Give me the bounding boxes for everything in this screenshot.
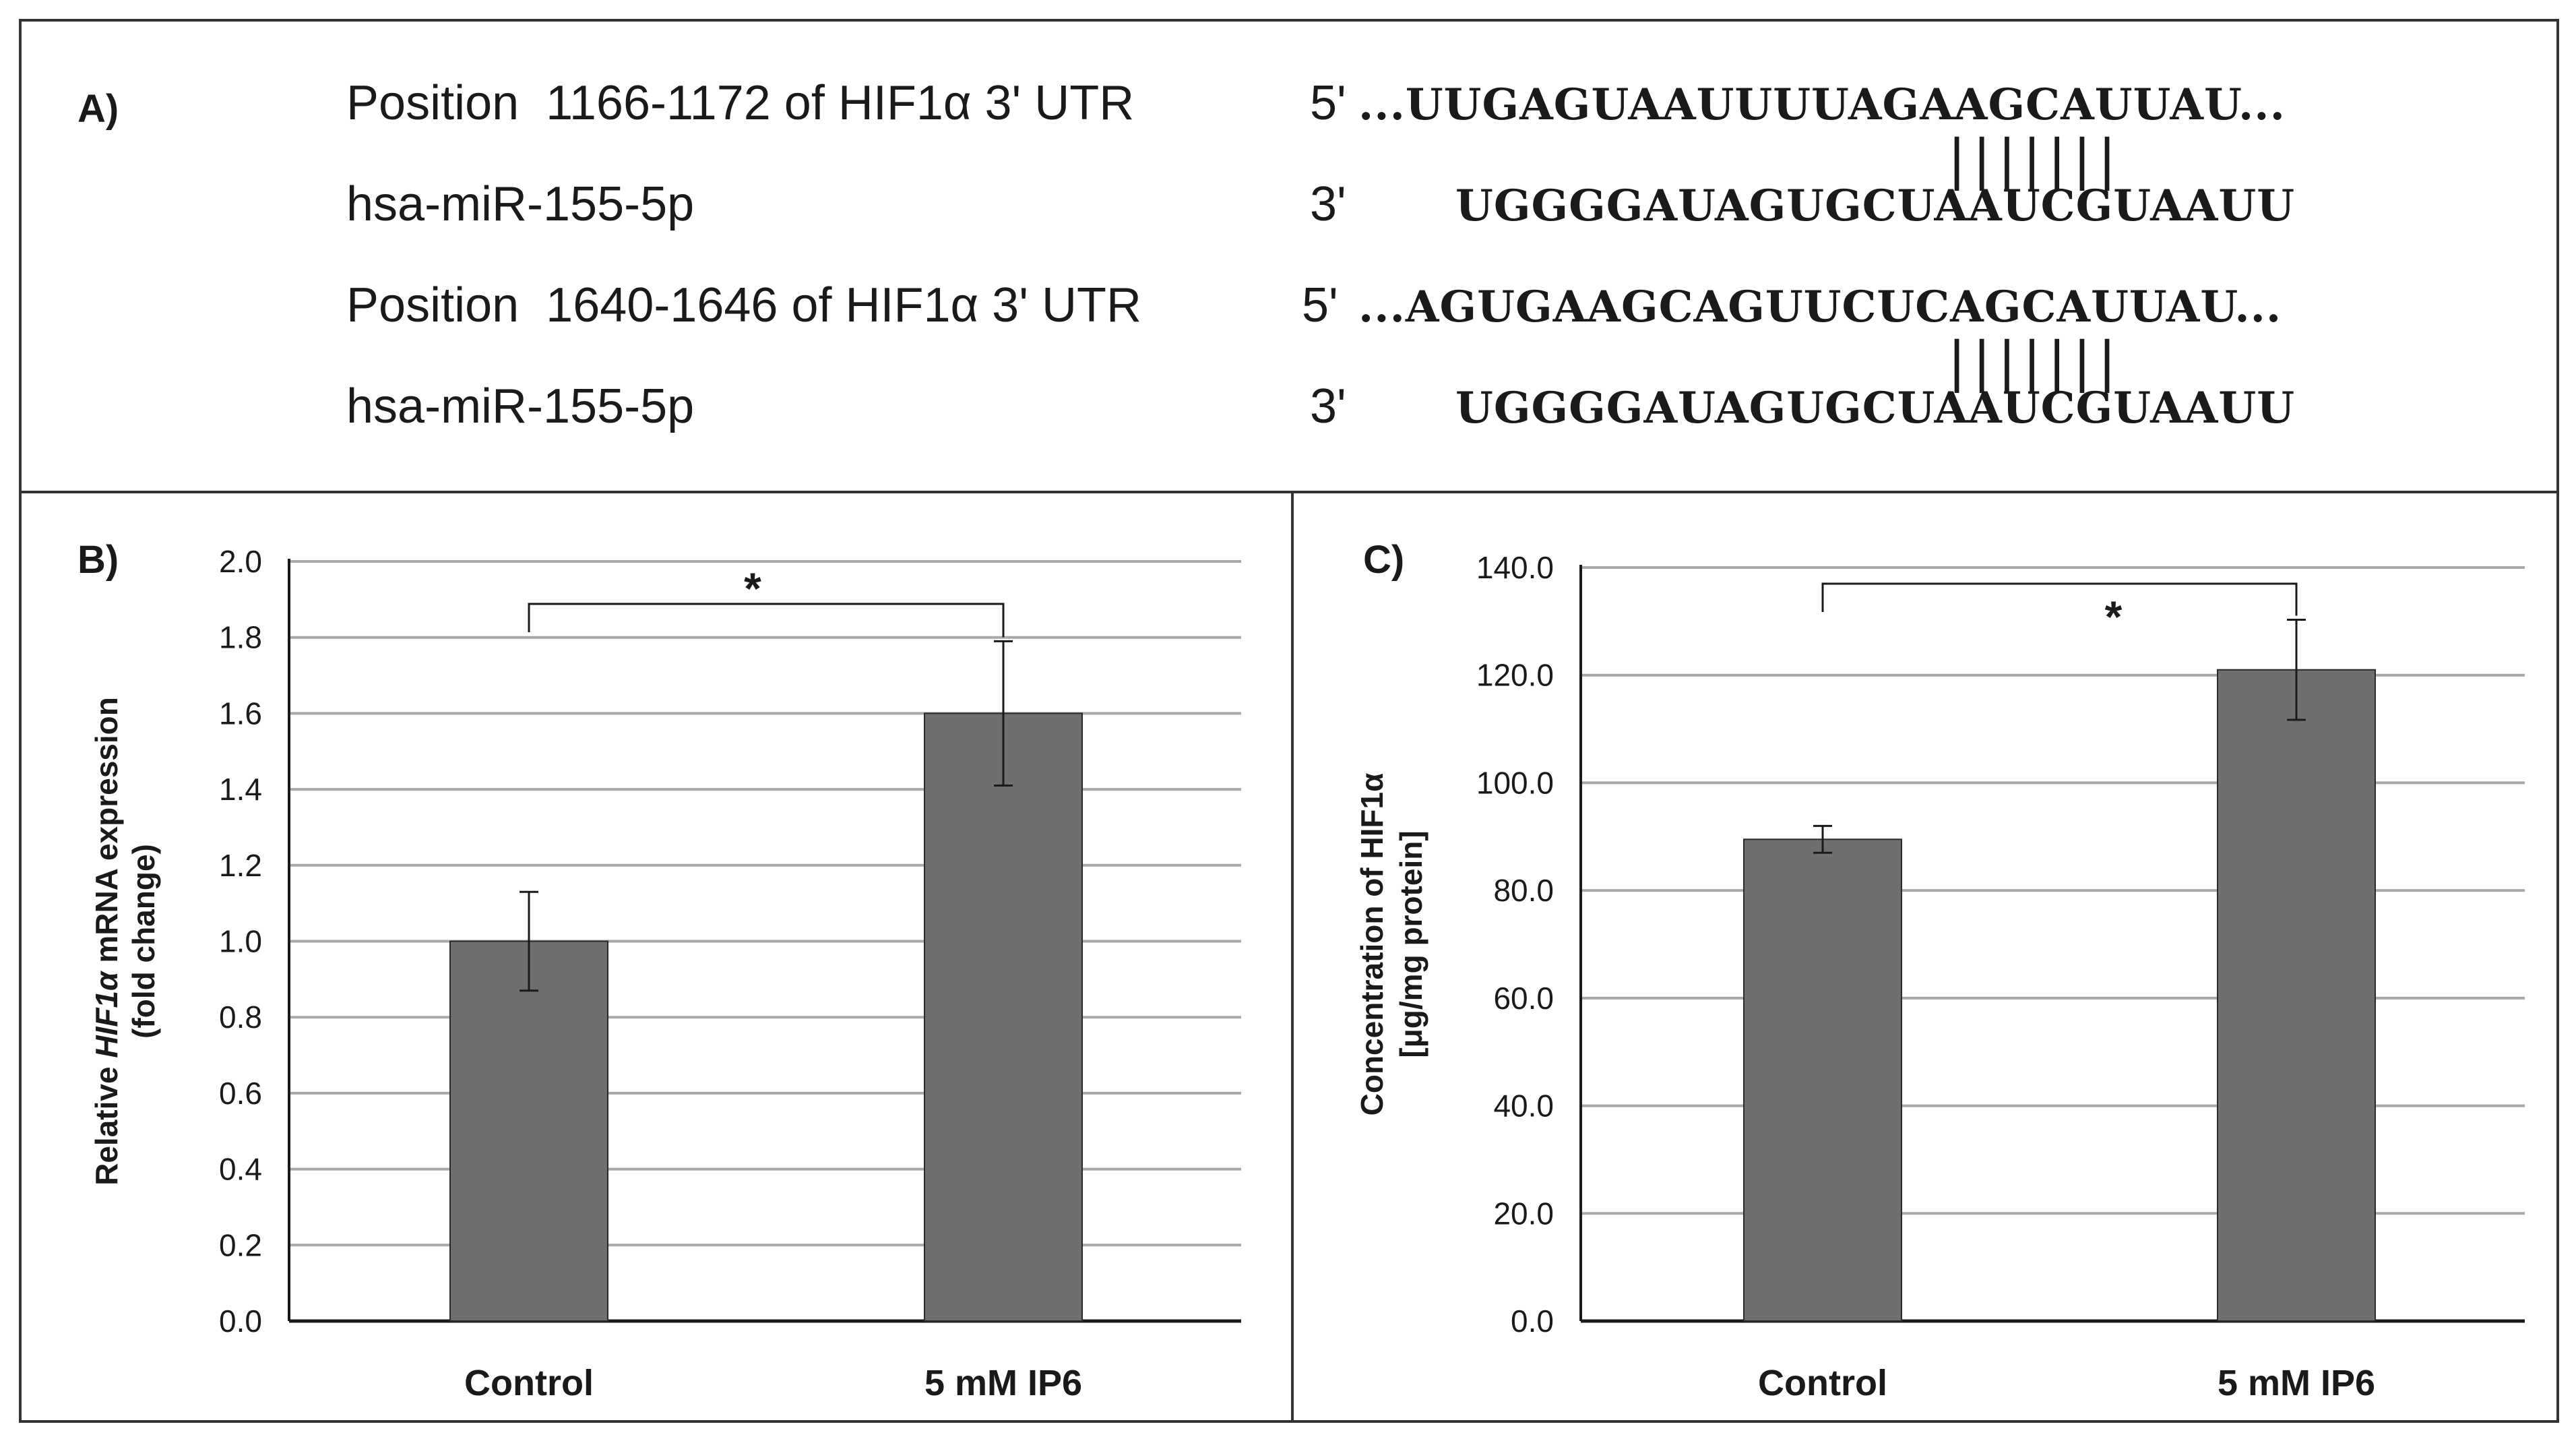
chart-c-panel-letter: C) bbox=[1363, 538, 1404, 582]
chart-b: B) 0.0 0.2 0.4 0.6 0.8 1.0 1.2 1.4 1.6 1.8 2.0 Contr… bbox=[77, 538, 1241, 1403]
chart-b-y-tick-label: 1.2 bbox=[219, 848, 262, 883]
chart-b-y-tick-label: 0.0 bbox=[219, 1304, 262, 1339]
chart-c-y-tick-label: 40.0 bbox=[1493, 1089, 1554, 1124]
chart-b-y-tick-label: 1.4 bbox=[219, 772, 262, 807]
panel-a-letter: A) bbox=[77, 87, 119, 131]
chart-b-y-tick-label: 1.0 bbox=[219, 924, 262, 959]
panel-c-frame bbox=[1291, 491, 2559, 1423]
chart-c: C) 0.0 20.0 40.0 60.0 80.0 100.0 120.0 140.0 Cont… bbox=[1354, 538, 2525, 1403]
chart-c-y-axis-title-line-2: [μg/mg protein] bbox=[1393, 830, 1428, 1058]
chart-b-significance-bracket bbox=[528, 603, 1005, 638]
mirna-2-sequence: UGGGGAUAGUGCUAAUCGUAAUU bbox=[1455, 383, 2295, 433]
chart-c-significance-bracket bbox=[1821, 582, 2298, 616]
utr-site-1-label: Position 1166-1172 of HIF1α 3' UTR bbox=[346, 76, 1135, 130]
mirna-1-sequence: UGGGGAUAGUGCUAAUCGUAAUU bbox=[1455, 181, 2295, 231]
chart-b-y-tick-label: 0.6 bbox=[219, 1076, 262, 1111]
mirna-2-prime: 3' bbox=[1310, 379, 1346, 433]
utr-site-2-pairing: ||||||| bbox=[1941, 330, 2123, 393]
chart-c-y-tick-label: 80.0 bbox=[1493, 873, 1554, 908]
chart-b-y-axis-title-line-1: Relative HIF1α mRNA expression bbox=[89, 697, 124, 1186]
chart-b-bar-1 bbox=[924, 712, 1083, 1322]
utr-site-2-prime: 5' bbox=[1302, 278, 1338, 332]
chart-b-x-tick-label: 5 mM IP6 bbox=[924, 1363, 1082, 1403]
chart-b-y-tick-label: 2.0 bbox=[219, 544, 262, 579]
chart-b-y-tick-label: 0.4 bbox=[219, 1152, 262, 1187]
chart-c-y-tick-label: 100.0 bbox=[1476, 765, 1554, 800]
chart-b-bar-0 bbox=[449, 940, 608, 1322]
mirna-2-label: hsa-miR-155-5p bbox=[346, 379, 695, 433]
chart-c-y-tick-label: 20.0 bbox=[1493, 1196, 1554, 1231]
chart-c-y-tick-label: 120.0 bbox=[1476, 658, 1554, 693]
utr-site-2-label: Position 1640-1646 of HIF1α 3' UTR bbox=[346, 278, 1141, 332]
chart-c-y-axis-title-line-1: Concentration of HIF1α bbox=[1354, 773, 1389, 1116]
chart-c-y-tick-label: 140.0 bbox=[1476, 550, 1554, 585]
chart-c-bar-0 bbox=[1743, 838, 1902, 1322]
chart-b-y-tick-label: 0.8 bbox=[219, 1000, 262, 1035]
utr-site-1-sequence: ...UUGAGUAAUUUUAGAAGCAUUAU... bbox=[1358, 80, 2286, 130]
utr-site-2-sequence: ...AGUGAAGCAGUUCUCAGCAUUAU... bbox=[1358, 282, 2282, 332]
chart-c-bar-1 bbox=[2217, 669, 2376, 1322]
chart-b-y-tick-label: 1.6 bbox=[219, 696, 262, 731]
chart-b-panel-letter: B) bbox=[77, 538, 119, 582]
mirna-1-label: hsa-miR-155-5p bbox=[346, 177, 695, 231]
utr-site-1-pairing: ||||||| bbox=[1941, 128, 2123, 191]
chart-b-y-axis-title-line-2: (fold change) bbox=[126, 844, 161, 1039]
chart-b-y-tick-label: 1.8 bbox=[219, 620, 262, 655]
chart-c-x-tick-label: Control bbox=[1758, 1363, 1887, 1403]
chart-b-x-tick-label: Control bbox=[464, 1363, 594, 1403]
chart-c-y-tick-label: 60.0 bbox=[1493, 981, 1554, 1016]
chart-c-significance-star: * bbox=[2105, 592, 2123, 642]
chart-b-significance-star: * bbox=[744, 563, 761, 613]
utr-site-1-prime: 5' bbox=[1310, 76, 1346, 130]
mirna-1-prime: 3' bbox=[1310, 177, 1346, 231]
chart-c-x-tick-label: 5 mM IP6 bbox=[2218, 1363, 2375, 1403]
chart-b-y-tick-label: 0.2 bbox=[219, 1227, 262, 1262]
chart-c-y-tick-label: 0.0 bbox=[1511, 1304, 1554, 1339]
